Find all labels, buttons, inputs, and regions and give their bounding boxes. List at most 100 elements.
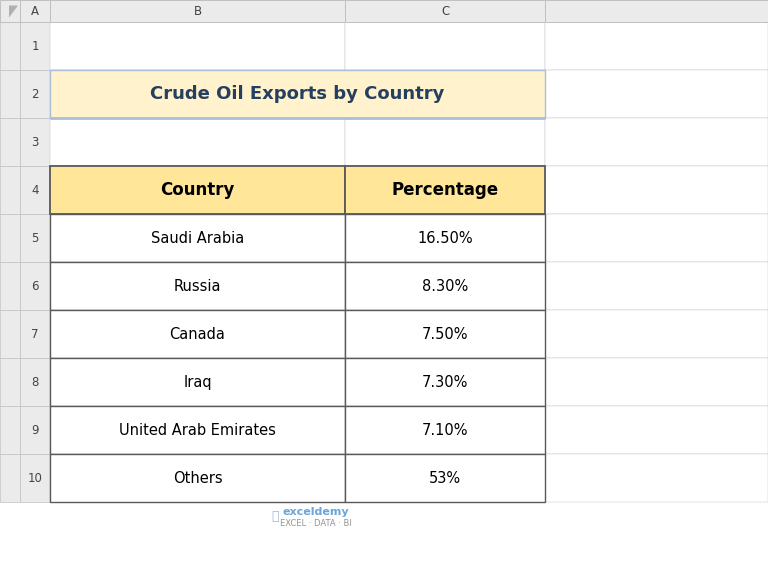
Bar	[545, 406, 768, 454]
Bar	[0, 0, 20, 22]
Bar	[345, 166, 545, 214]
Text: C: C	[441, 4, 449, 17]
Text: exceldemy: exceldemy	[282, 507, 349, 517]
Bar	[345, 166, 545, 214]
Bar	[50, 310, 345, 358]
Polygon shape	[9, 6, 18, 17]
Bar	[50, 454, 345, 502]
Bar	[20, 166, 50, 214]
Text: 8: 8	[31, 375, 38, 389]
Bar	[345, 454, 545, 502]
Text: United Arab Emirates: United Arab Emirates	[119, 422, 276, 438]
Text: EXCEL · DATA · BI: EXCEL · DATA · BI	[280, 519, 352, 528]
Bar	[0, 70, 20, 118]
Text: 7.10%: 7.10%	[422, 422, 468, 438]
Bar	[545, 454, 768, 502]
Bar	[0, 118, 20, 166]
Bar	[20, 262, 50, 310]
Bar	[545, 310, 768, 358]
Bar	[50, 70, 545, 118]
Bar	[50, 214, 345, 262]
Text: Crude Oil Exports by Country: Crude Oil Exports by Country	[151, 85, 445, 103]
Bar	[50, 262, 345, 310]
Bar	[50, 358, 345, 406]
Bar	[0, 406, 20, 454]
Text: B: B	[194, 4, 201, 17]
Bar	[545, 22, 768, 70]
Text: 8.30%: 8.30%	[422, 278, 468, 293]
Bar	[345, 406, 545, 454]
Text: Canada: Canada	[170, 327, 226, 342]
Bar	[50, 166, 345, 214]
Text: 9: 9	[31, 424, 38, 436]
Text: A: A	[31, 4, 39, 17]
Bar	[50, 406, 345, 454]
Bar	[345, 262, 545, 310]
Bar	[545, 118, 768, 166]
Bar	[0, 214, 20, 262]
Bar	[0, 454, 20, 502]
Text: 6: 6	[31, 279, 38, 292]
Text: Percentage: Percentage	[392, 181, 498, 199]
Text: 2: 2	[31, 88, 38, 100]
Bar	[50, 262, 345, 310]
Text: ⛨: ⛨	[272, 509, 280, 522]
Bar	[50, 118, 345, 166]
Text: 53%: 53%	[429, 471, 461, 485]
Bar	[0, 358, 20, 406]
Text: Russia: Russia	[174, 278, 221, 293]
Text: 7.50%: 7.50%	[422, 327, 468, 342]
Text: Country: Country	[161, 181, 235, 199]
Bar	[0, 166, 20, 214]
Bar	[0, 262, 20, 310]
Bar	[20, 22, 50, 70]
Bar	[345, 0, 545, 22]
Bar	[50, 70, 345, 118]
Text: 7.30%: 7.30%	[422, 375, 468, 389]
Bar	[545, 166, 768, 214]
Bar	[20, 406, 50, 454]
Bar	[345, 262, 545, 310]
Bar	[545, 358, 768, 406]
Text: Others: Others	[173, 471, 222, 485]
Bar	[50, 310, 345, 358]
Text: 1: 1	[31, 39, 38, 53]
Text: 16.50%: 16.50%	[417, 231, 473, 246]
Bar	[20, 214, 50, 262]
Bar	[0, 22, 20, 70]
Bar	[545, 70, 768, 118]
Text: 10: 10	[28, 471, 42, 485]
Bar	[50, 214, 345, 262]
Bar	[345, 22, 545, 70]
Text: Saudi Arabia: Saudi Arabia	[151, 231, 244, 246]
Bar	[345, 358, 545, 406]
Bar	[345, 70, 545, 118]
Bar	[545, 214, 768, 262]
Bar	[545, 262, 768, 310]
Bar	[20, 454, 50, 502]
Bar	[50, 0, 345, 22]
Bar	[345, 358, 545, 406]
Bar	[345, 310, 545, 358]
Bar	[50, 454, 345, 502]
Bar	[50, 406, 345, 454]
Bar	[345, 118, 545, 166]
Bar	[20, 118, 50, 166]
Text: Iraq: Iraq	[184, 375, 212, 389]
Bar	[0, 310, 20, 358]
Bar	[345, 454, 545, 502]
Bar	[20, 358, 50, 406]
Bar	[20, 70, 50, 118]
Bar	[545, 0, 768, 22]
Text: 5: 5	[31, 232, 38, 245]
Bar	[50, 166, 345, 214]
Bar	[20, 310, 50, 358]
Text: 3: 3	[31, 136, 38, 149]
Bar	[345, 406, 545, 454]
Bar	[345, 214, 545, 262]
Bar	[345, 214, 545, 262]
Bar	[50, 22, 345, 70]
Bar	[50, 358, 345, 406]
Bar	[20, 0, 50, 22]
Text: 4: 4	[31, 183, 38, 196]
